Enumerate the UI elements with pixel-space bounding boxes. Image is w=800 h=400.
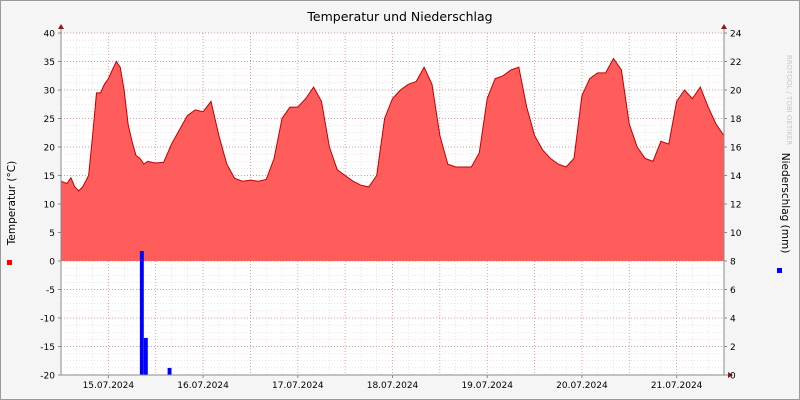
x-axis-ticks: 15.07.2024 16.07.2024 17.07.2024 18.07.2024… [83,375,703,391]
right-tick-label: 0 [730,372,736,382]
left-tick-label: -10 [40,315,55,325]
precipitation-bar [167,367,172,375]
left-axis-arrow [58,24,64,29]
right-tick-label: 20 [730,87,742,97]
right-tick-label: 16 [730,144,742,154]
right-tick-label: 2 [730,343,736,353]
temperature-legend-marker [7,260,12,265]
right-tick-label: 4 [730,315,736,325]
left-tick-label: -15 [40,343,55,353]
right-tick-label: 12 [730,201,741,211]
axes [58,24,733,378]
temperature-line [60,57,725,192]
left-tick-label: 30 [44,87,56,97]
precipitation-legend-marker [777,268,782,273]
right-axis-label: Niederschlag (mm) [779,153,791,254]
left-tick-label: 5 [49,229,55,239]
precipitation-bar [143,337,148,375]
x-tick-label: 16.07.2024 [177,381,229,391]
right-tick-label: 14 [730,172,742,182]
right-tick-label: 6 [730,286,736,296]
precipitation-bars [139,251,172,375]
left-axis-ticks: -20 -15 -10 -5 0 5 10 15 20 25 30 35 40 [40,30,61,382]
chart-title: Temperatur und Niederschlag [306,9,492,24]
left-tick-label: 20 [44,144,56,154]
left-tick-label: 40 [44,30,56,40]
x-tick-label: 18.07.2024 [367,381,419,391]
left-tick-label: -20 [40,372,55,382]
x-tick-label: 21.07.2024 [651,381,703,391]
x-axis-arrow [728,372,733,378]
left-axis-label: Temperatur (°C) [6,161,18,246]
precipitation-bar [139,251,144,375]
right-tick-label: 22 [730,58,741,68]
right-tick-label: 8 [730,258,736,268]
right-tick-label: 24 [730,30,742,40]
left-tick-label: 10 [44,201,56,211]
left-tick-label: 25 [44,115,55,125]
left-tick-label: -5 [46,286,55,296]
right-tick-label: 10 [730,229,742,239]
right-axis-arrow [721,24,727,29]
temperature-area [61,58,724,261]
x-tick-label: 20.07.2024 [556,381,608,391]
x-tick-label: 17.07.2024 [272,381,324,391]
left-tick-label: 35 [44,58,55,68]
right-tick-label: 18 [730,115,742,125]
x-tick-label: 15.07.2024 [83,381,135,391]
watermark: RRDTOOL / TOBI OETIKER [785,55,793,145]
left-tick-label: 15 [44,172,55,182]
left-tick-label: 0 [49,258,55,268]
x-tick-label: 19.07.2024 [461,381,513,391]
